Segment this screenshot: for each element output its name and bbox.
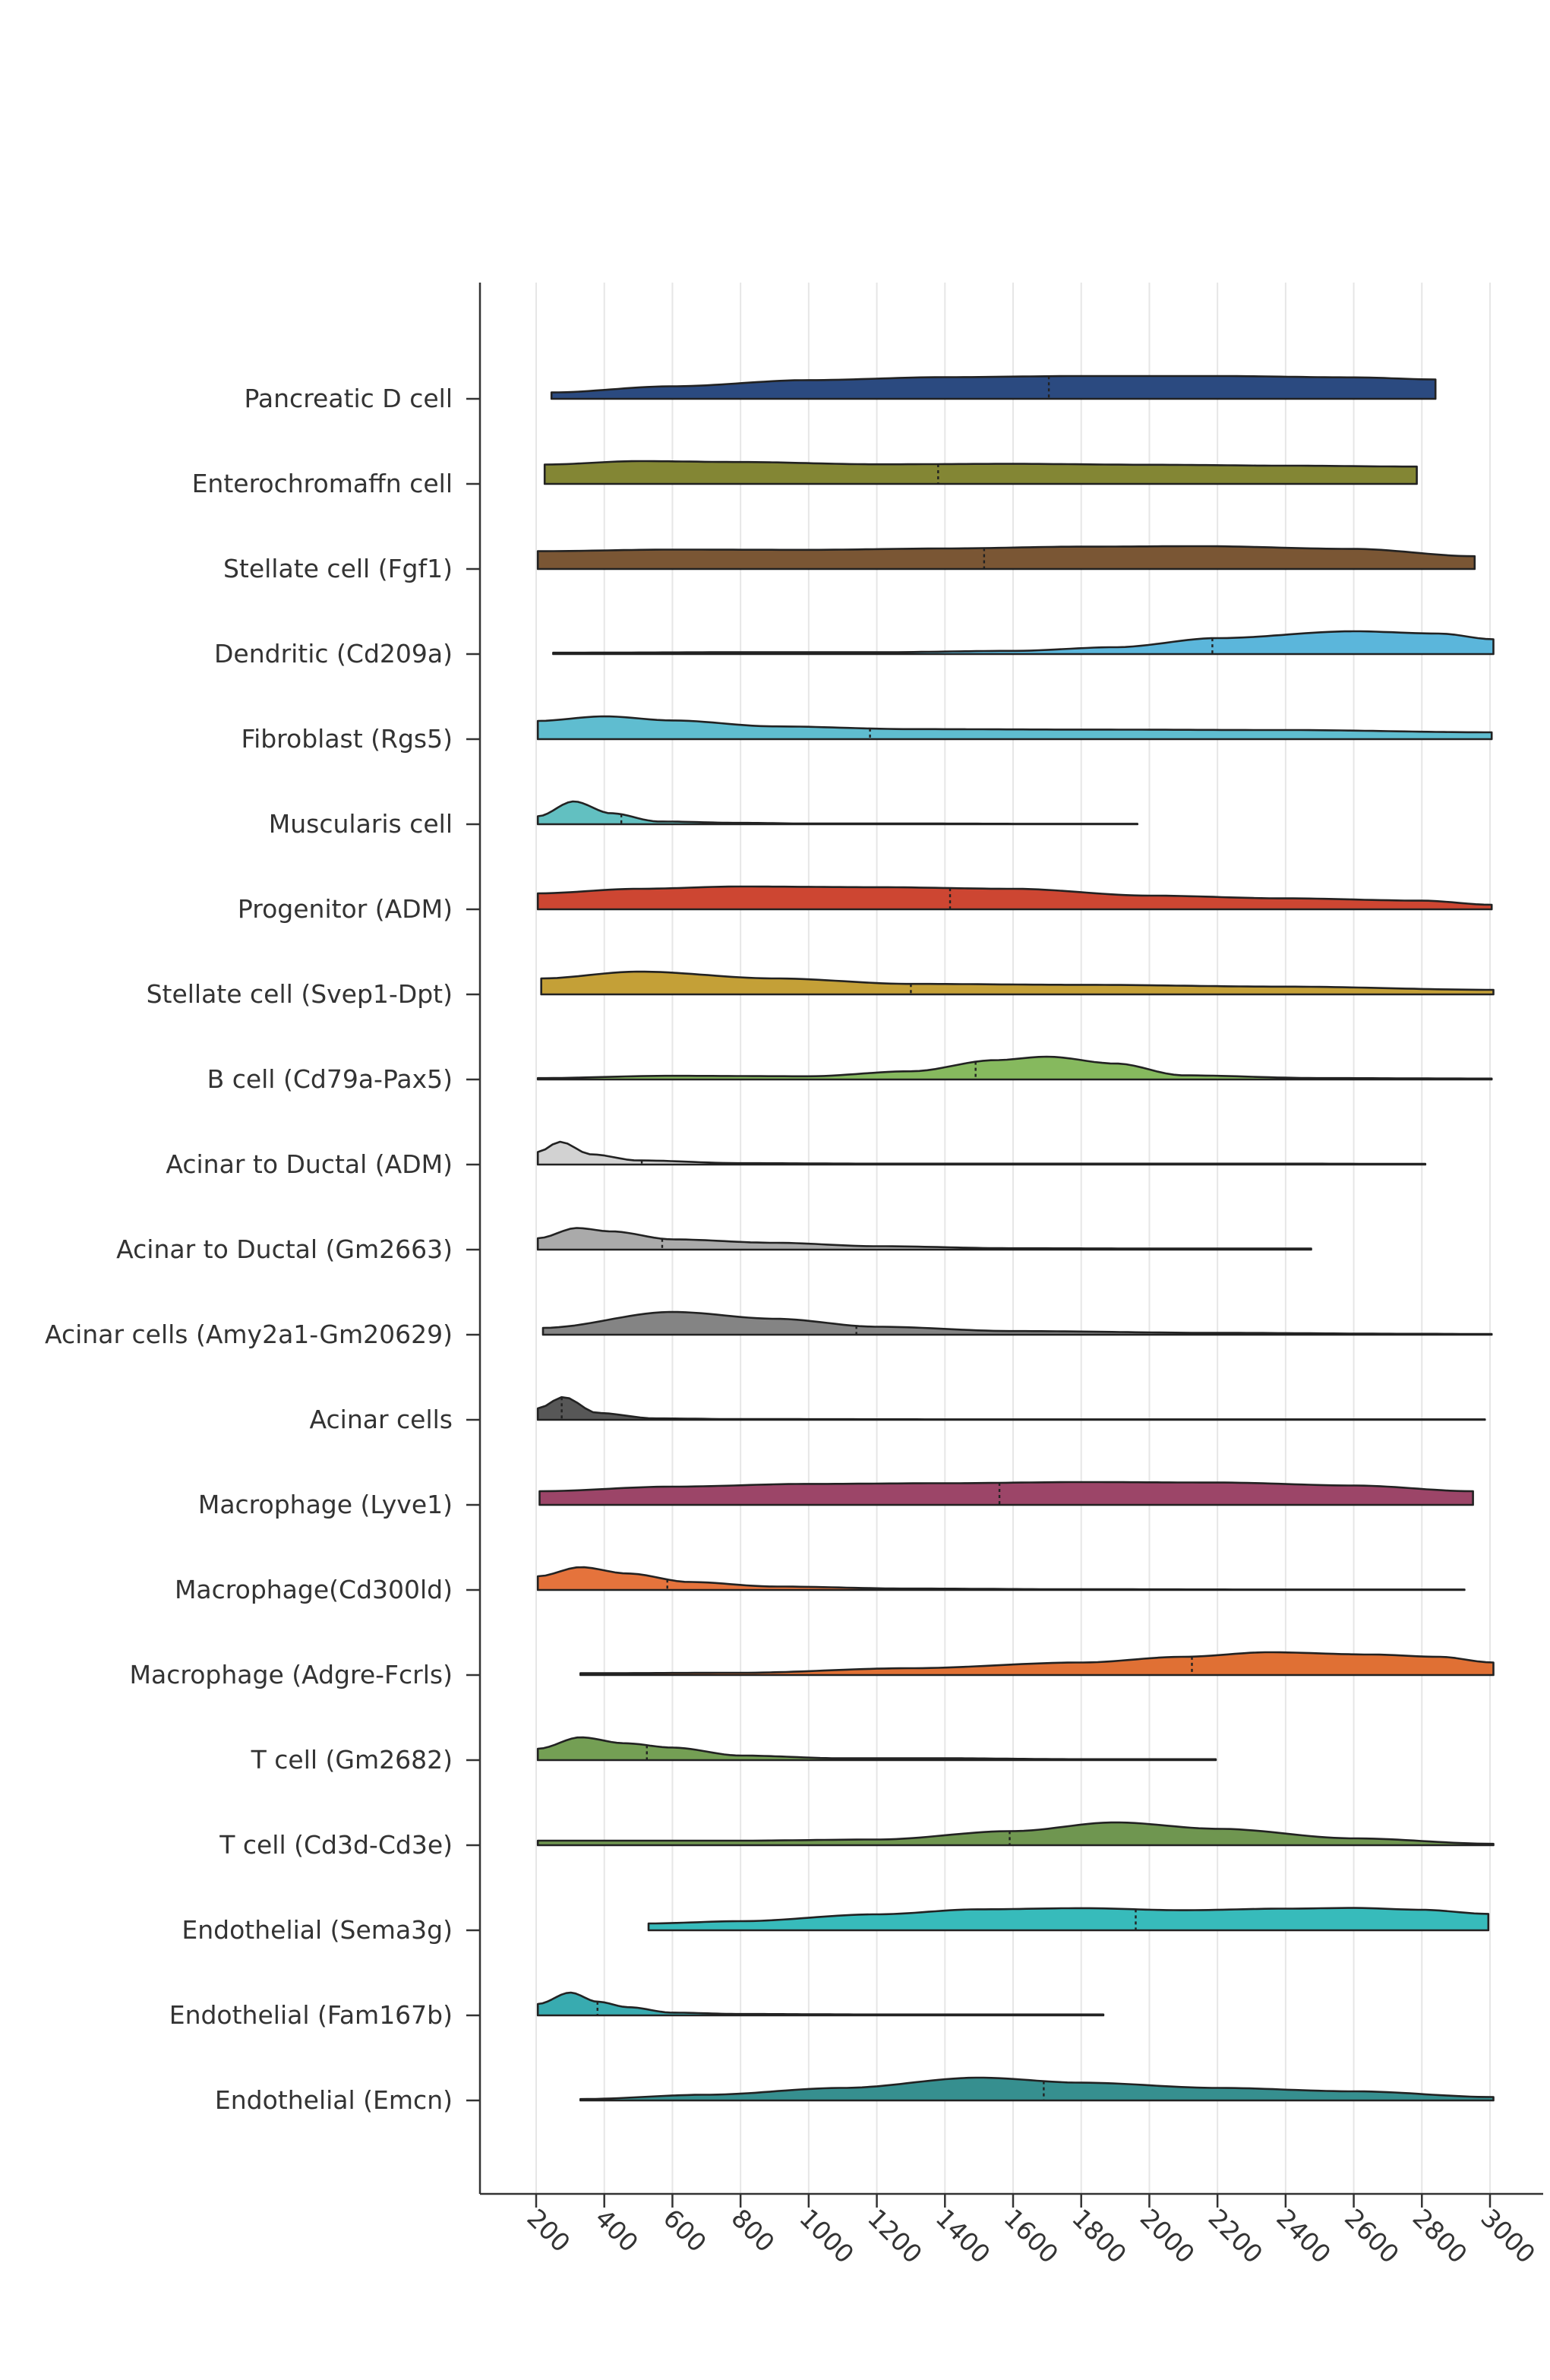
y-tick-label: Acinar cells bbox=[310, 1405, 453, 1434]
ridge-12 bbox=[541, 1310, 1493, 1336]
x-tick-label: 2800 bbox=[1407, 2203, 1473, 2269]
y-tick-label: Dendritic (Cd209a) bbox=[214, 639, 453, 668]
axes: Pancreatic D cell Enterochromaffn cell Ste… bbox=[45, 283, 1543, 2269]
grid-lines bbox=[535, 283, 1491, 2194]
ridge-8 bbox=[540, 970, 1495, 996]
x-tick-label: 1800 bbox=[1066, 2203, 1132, 2269]
y-tick-label: Fibroblast (Rgs5) bbox=[241, 724, 453, 754]
x-tick-label: 1600 bbox=[998, 2203, 1064, 2269]
y-tick-label: Progenitor (ADM) bbox=[238, 894, 453, 924]
x-tick-label: 1000 bbox=[794, 2203, 860, 2269]
y-tick-label: Acinar to Ductal (Gm2663) bbox=[116, 1234, 453, 1264]
x-tick-label: 2000 bbox=[1135, 2203, 1201, 2269]
x-tick-label: 400 bbox=[589, 2203, 644, 2258]
y-tick-label: Macrophage (Lyve1) bbox=[198, 1490, 453, 1519]
x-tick-label: 2200 bbox=[1202, 2203, 1268, 2269]
y-tick-label: T cell (Gm2682) bbox=[251, 1745, 453, 1775]
y-tick-label: Muscularis cell bbox=[269, 809, 453, 839]
y-tick-label: Pancreatic D cell bbox=[245, 384, 453, 413]
ridges bbox=[536, 375, 1495, 2102]
x-tick-label: 800 bbox=[725, 2203, 780, 2258]
y-tick-label: B cell (Cd79a-Pax5) bbox=[207, 1064, 453, 1094]
x-tick-label: 1400 bbox=[930, 2203, 996, 2269]
x-tick-label: 3000 bbox=[1475, 2203, 1541, 2269]
ridge-7 bbox=[536, 885, 1493, 911]
y-tick-label: Endothelial (Emcn) bbox=[215, 2085, 453, 2115]
ridge-2 bbox=[543, 460, 1418, 485]
y-tick-label: Macrophage(Cd300ld) bbox=[175, 1575, 453, 1604]
ridge-11 bbox=[536, 1227, 1312, 1251]
ridge-5 bbox=[536, 715, 1493, 741]
ridge-18 bbox=[536, 1821, 1495, 1847]
y-tick-label: T cell (Cd3d-Cd3e) bbox=[219, 1830, 453, 1860]
x-tick-label: 2400 bbox=[1271, 2203, 1337, 2269]
ridge-16 bbox=[579, 1651, 1495, 1677]
ridge-9 bbox=[536, 1055, 1493, 1081]
y-tick-label: Stellate cell (Fgf1) bbox=[223, 554, 453, 583]
ridge-17 bbox=[536, 1736, 1217, 1762]
y-tick-label: Enterochromaffn cell bbox=[192, 469, 453, 498]
x-tick-label: 200 bbox=[521, 2203, 576, 2258]
x-tick-label: 2600 bbox=[1339, 2203, 1405, 2269]
y-tick-label: Stellate cell (Svep1-Dpt) bbox=[147, 979, 453, 1009]
ridge-15 bbox=[536, 1566, 1466, 1591]
y-tick-label: Macrophage (Adgre-Fcrls) bbox=[130, 1660, 453, 1689]
ridge-13 bbox=[536, 1395, 1486, 1421]
x-tick-label: 1200 bbox=[862, 2203, 928, 2269]
y-tick-label: Endothelial (Sema3g) bbox=[182, 1915, 453, 1945]
ridge-3 bbox=[536, 545, 1476, 571]
ridge-21 bbox=[579, 2076, 1495, 2102]
ridge-6 bbox=[536, 800, 1138, 826]
ridge-4 bbox=[552, 630, 1495, 656]
ridge-19 bbox=[647, 1907, 1490, 1932]
y-tick-label: Acinar cells (Amy2a1-Gm20629) bbox=[45, 1320, 453, 1349]
x-tick-label: 600 bbox=[658, 2203, 712, 2258]
ridge-20 bbox=[536, 1991, 1105, 2017]
y-tick-label: Endothelial (Fam167b) bbox=[169, 2000, 453, 2030]
ridge-14 bbox=[538, 1481, 1474, 1506]
ridge-10 bbox=[536, 1140, 1427, 1166]
y-tick-label: Acinar to Ductal (ADM) bbox=[166, 1149, 453, 1179]
ridge-1 bbox=[550, 375, 1437, 400]
